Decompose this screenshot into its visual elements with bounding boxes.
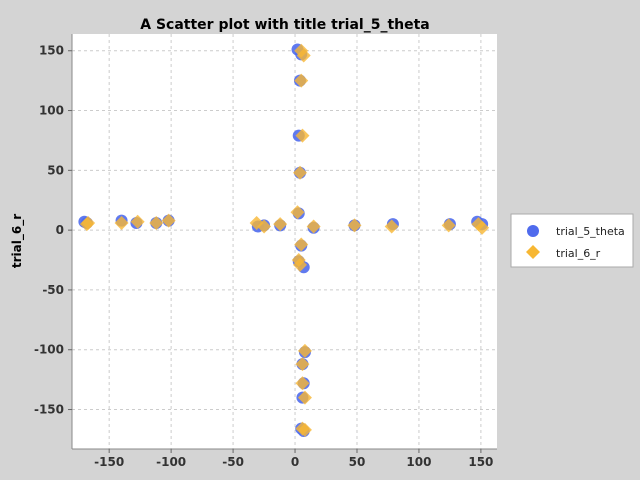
point-trial_6_r <box>291 253 306 268</box>
point-trial_6_r <box>149 215 164 230</box>
point-trial_6_r <box>81 215 96 230</box>
legend-label-trial-6-r: trial_6_r <box>556 247 601 260</box>
y-tick-label: 100 <box>39 104 64 118</box>
y-axis-label: trial_6_r <box>10 214 25 268</box>
point-trial_6_r <box>347 218 362 233</box>
point-trial_6_r <box>475 220 490 235</box>
y-tick-label: 150 <box>39 44 64 58</box>
point-trial_6_r <box>290 205 305 220</box>
data-points <box>78 43 490 438</box>
point-trial_6_r <box>130 214 145 229</box>
point-trial_6_r <box>161 213 176 228</box>
y-tick-label: -150 <box>34 403 64 417</box>
x-tick-label: -100 <box>156 455 186 469</box>
x-tick-label: -150 <box>94 455 124 469</box>
y-tick-label: 0 <box>56 223 64 237</box>
legend: trial_5_theta trial_6_r <box>510 213 634 268</box>
chart-title: A Scatter plot with title trial_5_theta <box>140 17 430 33</box>
point-trial_6_r <box>306 219 321 234</box>
legend-marker-trial-6-r <box>526 245 540 259</box>
point-trial_6_r <box>257 219 272 234</box>
grid <box>72 34 497 449</box>
legend-marker-trial-5-theta <box>527 225 539 237</box>
point-trial_6_r <box>273 217 288 232</box>
point-trial_6_r <box>294 237 309 252</box>
y-tick-label: -100 <box>34 343 64 357</box>
point-trial_6_r <box>294 73 309 88</box>
plot-area <box>72 34 497 449</box>
point-trial_6_r <box>297 390 312 405</box>
point-trial_6_r <box>295 128 310 143</box>
point-trial_6_r <box>297 343 312 358</box>
x-tick-label: 0 <box>291 455 299 469</box>
y-tick-label: -50 <box>42 283 64 297</box>
x-tick-label: -50 <box>222 455 244 469</box>
y-tick-label: 50 <box>47 163 64 177</box>
x-tick-label: 100 <box>406 455 431 469</box>
point-trial_6_r <box>297 422 312 437</box>
x-tick-label: 150 <box>468 455 493 469</box>
point-trial_6_r <box>296 48 311 63</box>
x-tick-label: 50 <box>349 455 366 469</box>
point-trial_6_r <box>295 376 310 391</box>
axis-ticks: -150 -100 -50 0 50 100 150 -150 -100 -50 0 50 100 150 <box>34 44 493 469</box>
point-trial_6_r <box>441 218 456 233</box>
point-trial_6_r <box>292 165 307 180</box>
legend-box <box>510 213 634 268</box>
point-trial_6_r <box>384 219 399 234</box>
point-trial_6_r <box>114 215 129 230</box>
legend-label-trial-5-theta: trial_5_theta <box>556 225 625 238</box>
point-trial_6_r <box>295 357 310 372</box>
